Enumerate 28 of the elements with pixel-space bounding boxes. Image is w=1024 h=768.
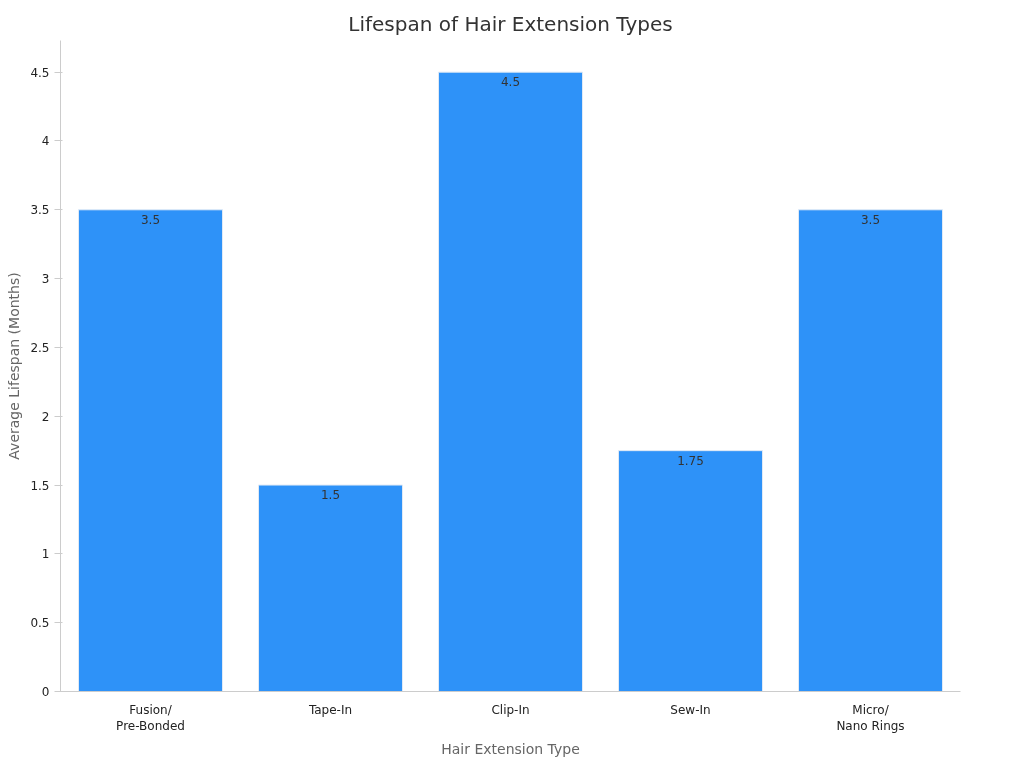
- y-tick-label: 0: [41, 685, 50, 699]
- data-label: 3.5: [860, 212, 881, 227]
- data-label: 3.5: [140, 212, 161, 227]
- x-tick-label: Clip-In: [491, 702, 530, 717]
- data-label: 1.5: [320, 488, 341, 503]
- bar: [78, 209, 223, 692]
- x-tick-label: Tape-In: [307, 702, 353, 717]
- bar: [258, 484, 403, 692]
- x-axis-title: Hair Extension Type: [441, 741, 580, 758]
- y-tick-label: 1.5: [30, 478, 50, 493]
- bar: [798, 209, 943, 692]
- y-tick-label: 1: [41, 547, 50, 562]
- y-tick-label: 4.5: [30, 65, 50, 80]
- y-tick-label: 3.5: [30, 203, 50, 218]
- y-tick-label: 2.5: [30, 340, 50, 355]
- y-tick-label: 2: [41, 409, 50, 424]
- bar: [618, 450, 763, 692]
- x-tick-label: Sew-In: [670, 702, 711, 717]
- y-tick-label: 3: [41, 272, 50, 287]
- data-label: 1.75: [677, 453, 704, 468]
- y-tick-label: 4: [41, 134, 50, 149]
- data-label: 4.5: [500, 75, 521, 90]
- x-tick-label: Micro/ Nano Rings: [836, 702, 905, 734]
- bar: [438, 71, 583, 692]
- y-tick-label: 0.5: [30, 616, 50, 631]
- y-axis-title: Average Lifespan (Months): [6, 272, 23, 460]
- x-tick-label: Fusion/ Pre-Bonded: [116, 702, 185, 734]
- chart-title: Lifespan of Hair Extension Types: [348, 11, 673, 36]
